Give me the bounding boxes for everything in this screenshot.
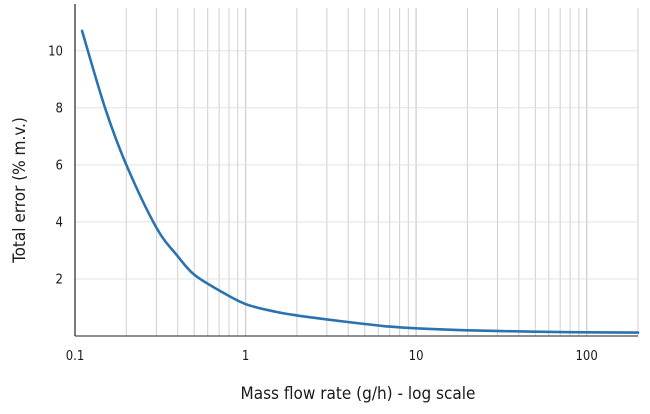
x-axis-label: Mass flow rate (g/h) - log scale	[241, 384, 476, 404]
x-tick-label: 1	[242, 349, 249, 364]
x-tick-label: 10	[409, 349, 424, 364]
y-tick-label: 2	[56, 272, 63, 287]
y-tick-label: 6	[56, 158, 63, 173]
series	[80, 29, 640, 334]
x-tick-label: 0.1	[66, 349, 85, 364]
y-tick-label: 4	[56, 215, 63, 230]
grid	[75, 8, 639, 336]
error-curve-line	[80, 29, 640, 334]
y-tick-label: 8	[56, 101, 63, 116]
x-tick-label: 100	[575, 349, 597, 364]
y-tick-label: 10	[48, 44, 63, 59]
tick-labels: 0.1 1 10 100 2 4 6 8 10	[48, 44, 598, 364]
y-axis-label: Total error (% m.v.)	[10, 117, 30, 264]
axes	[74, 4, 638, 337]
